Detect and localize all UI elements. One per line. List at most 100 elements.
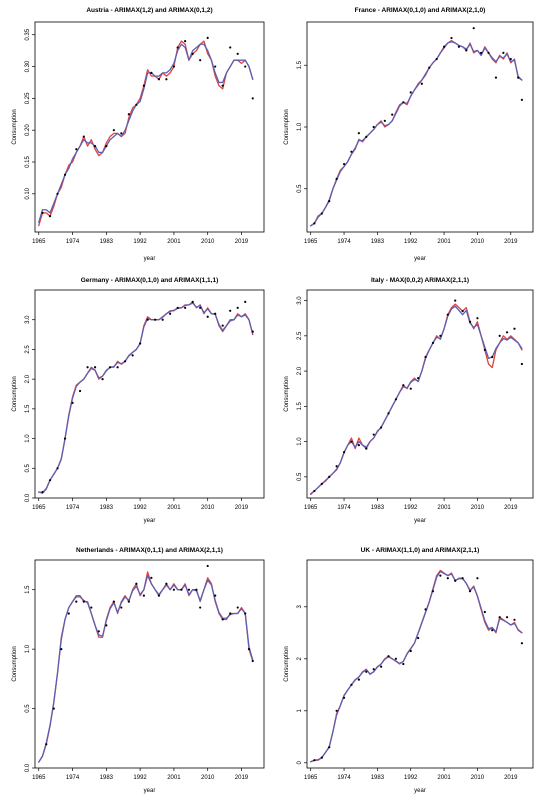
- y-tick-label: 2.0: [297, 366, 303, 375]
- observed-point: [214, 65, 217, 68]
- observed-point: [487, 51, 490, 54]
- observed-point: [229, 612, 232, 615]
- plot-frame: [306, 559, 534, 769]
- observed-point: [520, 362, 523, 366]
- y-tick-label: 0.0: [25, 493, 31, 502]
- y-axis-label: Consumption: [12, 109, 18, 144]
- series-line-1: [38, 40, 254, 227]
- x-tick-label: 2019: [504, 775, 518, 781]
- observed-point: [468, 590, 472, 593]
- chart-title: France - ARIMAX(0,1,0) and ARIMAX(2,1,0): [355, 7, 486, 14]
- observed-point: [409, 91, 412, 94]
- x-tick-label: 1965: [304, 775, 318, 781]
- observed-point: [48, 479, 52, 482]
- observed-point: [380, 426, 383, 429]
- observed-point: [365, 670, 368, 673]
- observed-point: [71, 401, 74, 405]
- series-line-1: [310, 569, 523, 763]
- observed-point: [335, 709, 338, 712]
- x-tick-label: 2010: [201, 505, 215, 511]
- x-tick-label: 2010: [201, 775, 215, 781]
- observed-point: [402, 384, 405, 387]
- observed-point: [313, 759, 316, 762]
- x-axis-label: year: [414, 788, 426, 794]
- observed-point: [394, 398, 398, 401]
- observed-point: [513, 327, 516, 330]
- observed-point: [461, 310, 464, 313]
- chart-title: UK - ARIMAX(1,1,0) and ARIMAX(2,1,1): [361, 547, 480, 554]
- observed-point: [468, 320, 472, 323]
- y-tick-label: 1: [297, 708, 303, 712]
- observed-point: [112, 600, 115, 603]
- x-tick-label: 1974: [66, 239, 80, 245]
- observed-point: [187, 588, 191, 591]
- x-tick-label: 2001: [437, 505, 451, 511]
- observed-point: [342, 451, 346, 454]
- observed-point: [483, 610, 486, 614]
- observed-point: [176, 46, 179, 49]
- observed-point: [520, 98, 523, 101]
- observed-point: [206, 564, 209, 568]
- observed-point: [97, 630, 100, 633]
- x-tick-label: 2001: [167, 775, 181, 781]
- observed-point: [75, 600, 78, 603]
- observed-point: [52, 707, 55, 710]
- observed-point: [520, 642, 523, 645]
- x-tick-label: 1974: [337, 775, 351, 781]
- observed-point: [63, 437, 67, 440]
- y-axis-label: Consumption: [12, 376, 18, 411]
- observed-point: [116, 366, 119, 369]
- x-tick-label: 2019: [235, 775, 249, 781]
- x-tick-label: 1965: [32, 505, 46, 511]
- observed-point: [505, 616, 509, 619]
- y-tick-label: 1.0: [25, 434, 31, 443]
- y-tick-label: 3: [297, 604, 303, 608]
- x-tick-label: 1992: [133, 239, 147, 245]
- observed-point: [60, 648, 63, 651]
- observed-point: [45, 743, 48, 746]
- observed-point: [402, 101, 405, 104]
- observed-point: [380, 665, 383, 668]
- observed-point: [372, 668, 375, 671]
- observed-point: [56, 192, 59, 195]
- x-tick-label: 1965: [304, 239, 318, 245]
- observed-point: [41, 490, 44, 494]
- observed-point: [206, 36, 209, 40]
- observed-point: [172, 588, 175, 591]
- observed-point: [420, 82, 423, 85]
- chart-title: Germany - ARIMAX(0,1,0) and ARIMAX(1,1,1…: [81, 277, 219, 284]
- observed-point: [387, 412, 390, 415]
- observed-point: [509, 57, 512, 61]
- observed-point: [335, 177, 338, 180]
- observed-point: [431, 590, 435, 593]
- observed-point: [93, 366, 97, 369]
- observed-point: [195, 588, 198, 591]
- observed-point: [428, 66, 431, 69]
- observed-point: [502, 51, 505, 54]
- observed-point: [63, 173, 67, 176]
- y-tick-label: 0.5: [25, 704, 31, 713]
- y-tick-label: 0.30: [25, 60, 31, 72]
- observed-point: [328, 475, 331, 478]
- observed-point: [320, 212, 323, 215]
- y-axis-label: Consumption: [284, 109, 290, 144]
- observed-point: [435, 57, 438, 61]
- observed-point: [131, 354, 134, 357]
- observed-point: [446, 577, 449, 580]
- observed-point: [328, 746, 331, 749]
- observed-point: [365, 447, 368, 450]
- x-tick-label: 1983: [100, 505, 114, 511]
- observed-point: [491, 355, 494, 359]
- observed-point: [480, 51, 483, 54]
- plot-frame: [306, 21, 534, 233]
- observed-point: [229, 309, 232, 312]
- chart-panel-2: France - ARIMAX(0,1,0) and ARIMAX(2,1,0)…: [284, 7, 534, 262]
- observed-point: [244, 300, 247, 303]
- observed-point: [357, 444, 360, 447]
- observed-point: [236, 52, 239, 55]
- observed-point: [498, 334, 501, 337]
- series-line-2: [310, 570, 523, 763]
- y-tick-label: 1.0: [297, 437, 303, 446]
- observed-point: [82, 135, 85, 138]
- observed-point: [320, 756, 323, 759]
